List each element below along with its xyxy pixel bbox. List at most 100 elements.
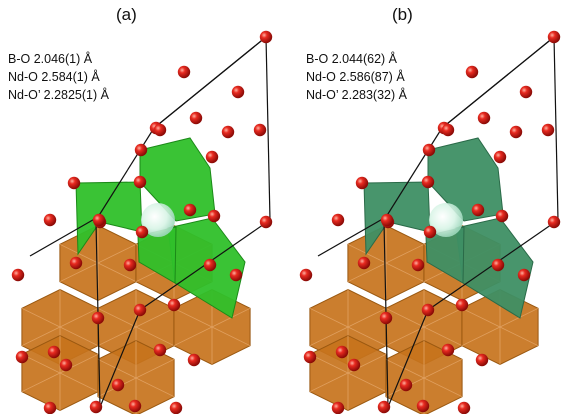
octahedron xyxy=(363,181,431,256)
oxygen-atom xyxy=(187,353,201,367)
oxygen-atom xyxy=(423,225,437,239)
hex-layer-edge xyxy=(385,262,425,283)
oxygen-atom xyxy=(91,311,105,325)
hex-layer-edge xyxy=(385,307,425,328)
hex-layer-edge xyxy=(347,307,387,328)
hex-layer-edge xyxy=(135,307,175,328)
hex-layer-edge xyxy=(309,307,349,328)
panel-a: (a) B-O 2.046(1) Å Nd-O 2.584(1) Å Nd-O’… xyxy=(8,5,273,414)
panel-a-bond-b-o: B-O 2.046(1) Å xyxy=(8,51,93,66)
panel-b-bond-nd-o: Nd-O 2.586(87) Å xyxy=(306,69,405,84)
oxygen-atom xyxy=(128,399,142,413)
oxygen-atom xyxy=(167,298,181,312)
oxygen-atom xyxy=(67,176,81,190)
oxygen-atom xyxy=(421,175,435,189)
oxygen-atom xyxy=(477,111,491,125)
panel-b-label: (b) xyxy=(392,5,413,24)
oxygen-atom xyxy=(303,350,317,364)
unit-cell-edge xyxy=(99,309,141,408)
panel-b-bond-b-o: B-O 2.044(62) Å xyxy=(306,51,398,66)
oxygen-atom xyxy=(89,400,103,414)
oxygen-atom xyxy=(331,401,345,414)
hex-layer-edge xyxy=(385,243,425,264)
hex-layer-edge xyxy=(21,326,61,347)
oxygen-atom xyxy=(259,215,273,229)
hex-layer-edge xyxy=(135,377,175,398)
oxygen-atom xyxy=(335,345,349,359)
oxygen-atom xyxy=(411,258,425,272)
unit-cell-edge xyxy=(553,36,559,221)
oxygen-atom xyxy=(92,213,106,227)
hex-layer-edge xyxy=(423,307,463,328)
oxygen-atom xyxy=(493,150,507,164)
octahedron xyxy=(75,181,143,256)
hex-layer-edge xyxy=(135,326,175,347)
oxygen-atom xyxy=(377,400,391,414)
hex-layer-edge xyxy=(59,307,99,328)
hex-layer-edge xyxy=(97,262,137,283)
oxygen-atom xyxy=(183,203,197,217)
oxygen-atom xyxy=(123,258,137,272)
unit-cell-edge xyxy=(387,309,429,408)
oxygen-atom xyxy=(133,303,147,317)
hex-layer-edge xyxy=(423,358,463,379)
hex-layer-edge xyxy=(499,326,539,347)
oxygen-atom xyxy=(231,85,245,99)
oxygen-atom xyxy=(357,256,371,270)
hex-layer-edge xyxy=(385,358,425,379)
oxygen-atom xyxy=(203,258,217,272)
hex-layer-edge xyxy=(309,372,349,393)
hex-layer-edge xyxy=(59,372,99,393)
hex-layer-edge xyxy=(97,307,137,328)
oxygen-atom xyxy=(465,65,479,79)
panel-a-structure xyxy=(11,30,273,414)
hex-layer-edge xyxy=(173,307,213,328)
unit-cell-edge xyxy=(265,36,271,221)
oxygen-atom xyxy=(380,213,394,227)
oxygen-atom xyxy=(517,268,531,282)
hex-layer-edge xyxy=(59,262,99,283)
oxygen-atom xyxy=(547,215,561,229)
oxygen-atom xyxy=(153,123,167,137)
unit-cell-edge xyxy=(29,216,99,257)
hex-layer-edge xyxy=(423,377,463,398)
oxygen-atom xyxy=(59,358,73,372)
hex-layer-edge xyxy=(21,372,61,393)
hex-layer-edge xyxy=(347,326,387,347)
hex-layer-edge xyxy=(97,326,137,347)
oxygen-atom xyxy=(509,125,523,139)
oxygen-atom xyxy=(541,123,555,137)
oxygen-atom xyxy=(299,268,313,282)
unit-cell-edge xyxy=(97,127,155,218)
oxygen-atom xyxy=(177,65,191,79)
oxygen-atom xyxy=(69,256,83,270)
panel-a-bond-nd-o: Nd-O 2.584(1) Å xyxy=(8,69,100,84)
oxygen-atom xyxy=(441,123,455,137)
hex-layer-edge xyxy=(59,326,99,347)
oxygen-atom xyxy=(259,30,273,44)
hex-layer-edge xyxy=(21,353,61,374)
hex-layer-edge xyxy=(385,326,425,347)
hex-layer-edge xyxy=(211,326,251,347)
unit-cell-edge xyxy=(317,216,387,257)
oxygen-atom xyxy=(422,143,436,157)
panel-b-structure xyxy=(299,30,561,414)
oxygen-atom xyxy=(47,345,61,359)
oxygen-atom xyxy=(189,111,203,125)
oxygen-atom xyxy=(399,378,413,392)
hex-layer-edge xyxy=(173,326,213,347)
oxygen-atom xyxy=(134,143,148,157)
hex-layer-edge xyxy=(97,358,137,379)
hex-layer-edge xyxy=(97,243,137,264)
oxygen-atom xyxy=(229,268,243,282)
hex-layer-edge xyxy=(309,353,349,374)
oxygen-atom xyxy=(135,225,149,239)
oxygen-atom xyxy=(207,209,221,223)
oxygen-atom xyxy=(491,258,505,272)
panel-a-label: (a) xyxy=(116,5,137,24)
oxygen-atom xyxy=(11,268,25,282)
oxygen-atom xyxy=(475,353,489,367)
oxygen-atom xyxy=(355,176,369,190)
oxygen-atom xyxy=(416,399,430,413)
